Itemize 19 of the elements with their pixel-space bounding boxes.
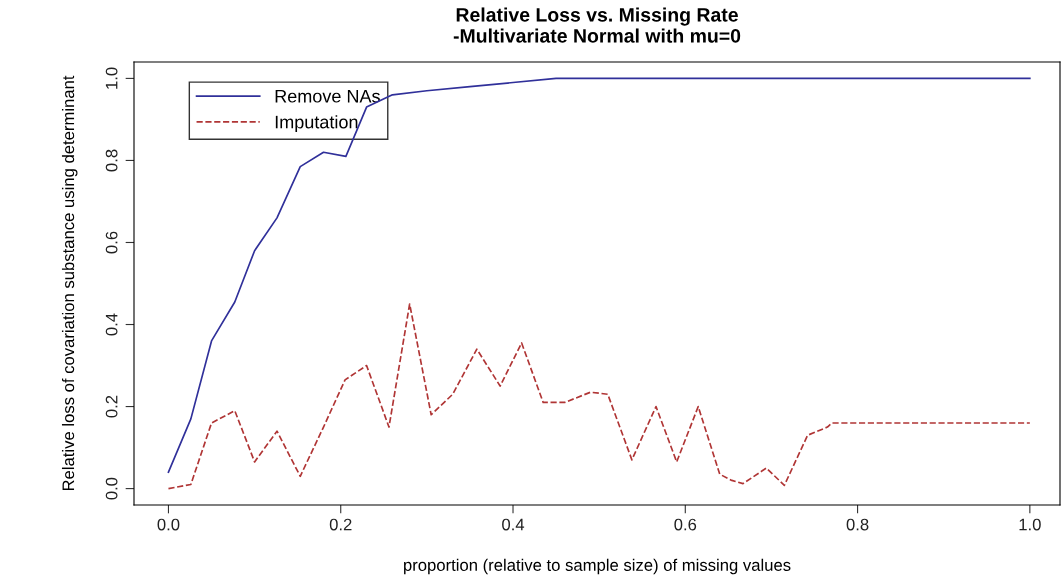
y-tick-label: 0.0 bbox=[105, 477, 118, 500]
x-tick-label: 0.6 bbox=[674, 518, 697, 531]
x-tick-label: 1.0 bbox=[1019, 518, 1041, 531]
y-tick-label: 1.0 bbox=[105, 67, 118, 89]
y-axis-title: Relative loss of covariation substance using determinant bbox=[61, 75, 78, 491]
line-series bbox=[167, 303, 1031, 490]
x-tick-label: 0.4 bbox=[502, 518, 525, 531]
y-tick-label: 0.4 bbox=[105, 313, 118, 336]
legend-label: Remove NAs bbox=[275, 89, 380, 103]
y-tick-label: 0.2 bbox=[105, 395, 118, 418]
chart-title: Relative Loss vs. Missing Rate -Multivariate Normal with mu=0 bbox=[453, 7, 741, 43]
legend-label: Imputation bbox=[275, 115, 358, 133]
line-series bbox=[167, 77, 1031, 474]
y-tick-label: 0.8 bbox=[105, 149, 118, 172]
x-tick-label: 0.8 bbox=[846, 518, 869, 531]
x-axis-title: proportion (relative to sample size) of missing values bbox=[404, 558, 791, 575]
x-tick-label: 0.2 bbox=[329, 518, 352, 531]
x-tick-label: 0.0 bbox=[157, 518, 180, 531]
y-tick-label: 0.6 bbox=[105, 231, 118, 254]
